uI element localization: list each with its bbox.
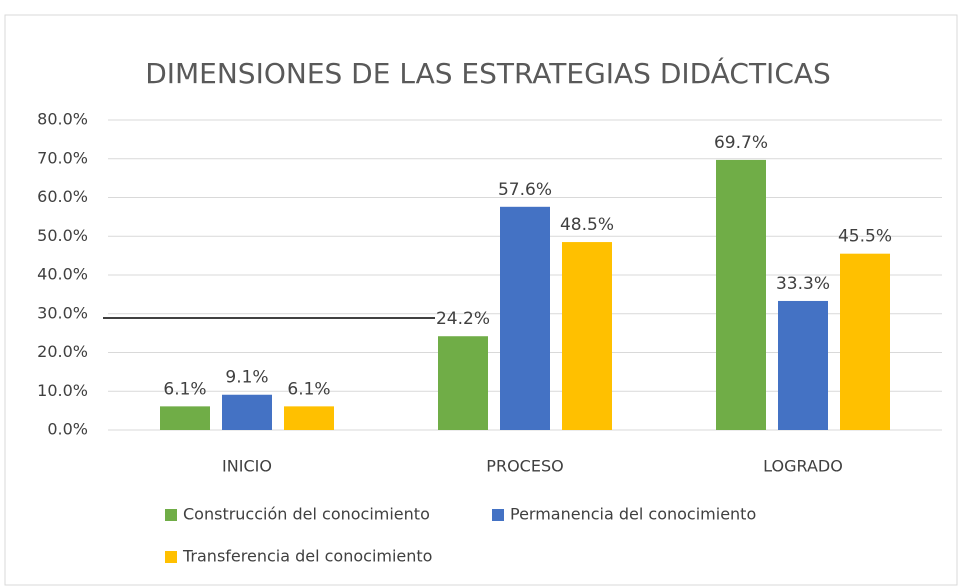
y-tick-label: 0.0% bbox=[47, 420, 88, 439]
legend-label: Transferencia del conocimiento bbox=[182, 547, 432, 566]
legend-swatch bbox=[492, 509, 504, 521]
y-tick-label: 10.0% bbox=[37, 381, 88, 400]
x-tick-label: INICIO bbox=[222, 457, 272, 476]
legend-label: Construcción del conocimiento bbox=[183, 505, 430, 524]
y-tick-label: 20.0% bbox=[37, 342, 88, 361]
chart-border bbox=[4, 14, 958, 586]
bar bbox=[716, 159, 766, 430]
y-tick-label: 70.0% bbox=[37, 148, 88, 167]
bar bbox=[222, 394, 272, 430]
legend-swatch bbox=[165, 509, 177, 521]
y-tick-label: 50.0% bbox=[37, 226, 88, 245]
value-label: 69.7% bbox=[714, 133, 768, 153]
y-tick-label: 30.0% bbox=[37, 303, 88, 322]
x-tick-label: PROCESO bbox=[486, 457, 563, 476]
value-label: 33.3% bbox=[776, 274, 830, 294]
bar bbox=[500, 206, 550, 430]
value-label: 57.6% bbox=[498, 180, 552, 200]
legend-label: Permanencia del conocimiento bbox=[510, 505, 756, 524]
bar bbox=[562, 242, 612, 430]
value-label: 24.2% bbox=[436, 309, 490, 329]
value-label: 9.1% bbox=[225, 368, 268, 388]
x-tick-label: LOGRADO bbox=[763, 457, 843, 476]
value-label: 6.1% bbox=[163, 379, 206, 399]
y-tick-label: 80.0% bbox=[37, 110, 88, 129]
bar bbox=[840, 253, 890, 430]
legend-swatch bbox=[165, 551, 177, 563]
bar bbox=[778, 300, 828, 430]
value-label: 6.1% bbox=[287, 379, 330, 399]
value-label: 45.5% bbox=[838, 227, 892, 247]
y-tick-label: 60.0% bbox=[37, 187, 88, 206]
bar bbox=[438, 336, 488, 430]
chart-title: DIMENSIONES DE LAS ESTRATEGIAS DIDÁCTICA… bbox=[145, 56, 831, 90]
y-tick-label: 40.0% bbox=[37, 265, 88, 284]
bar bbox=[284, 406, 334, 430]
value-label: 48.5% bbox=[560, 215, 614, 235]
bar bbox=[160, 406, 210, 430]
